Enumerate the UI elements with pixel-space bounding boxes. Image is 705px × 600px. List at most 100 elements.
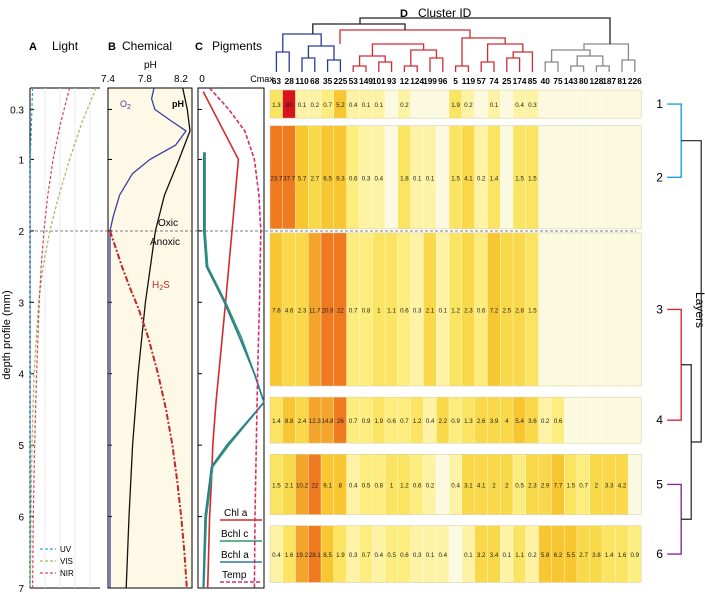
heatmap-cell <box>410 397 424 444</box>
heatmap-cell <box>474 525 488 583</box>
heatmap-value-label: 1.6 <box>618 552 627 559</box>
heatmap-cell <box>564 454 577 515</box>
heatmap-cell <box>398 125 411 229</box>
cluster-id-label: 75 <box>553 76 563 86</box>
vis-legend-label: VIS <box>60 557 73 566</box>
heatmap-cell <box>270 397 283 444</box>
heatmap-value-label: 0.2 <box>310 102 319 109</box>
cluster-id-label: 74 <box>489 76 499 86</box>
light-legend: UV VIS NIR <box>40 545 74 578</box>
o2-curve <box>109 87 187 588</box>
heatmap-cell <box>462 397 475 444</box>
dendrogram-link <box>576 55 604 66</box>
cluster-id-label: 110 <box>295 76 309 86</box>
heatmap-value-label: 2.5 <box>502 307 511 314</box>
h2s-curve-label: H2S <box>152 280 170 292</box>
heatmap-value-label: 0.7 <box>349 418 358 425</box>
ph-axis-label: pH <box>144 60 157 71</box>
pigment-curves <box>202 87 265 589</box>
heatmap-cell <box>500 397 513 444</box>
heatmap-cells: 1.3 80 0.1 0.2 0.7 5.2 0.4 0.1 0.1 0.2 1.9 0.2 0.1 0.… <box>269 89 642 583</box>
dendrogram-link <box>621 59 636 72</box>
heatmap-value-label: 0.4 <box>451 482 460 489</box>
heatmap-value-label: 22 <box>311 482 318 489</box>
dendrogram-link <box>595 65 610 72</box>
dendrogram-link <box>312 23 406 34</box>
heatmap-cell <box>449 232 462 386</box>
heatmap-cell <box>526 125 539 229</box>
heatmap-cell <box>359 90 372 119</box>
heatmap-value-label: 0.4 <box>272 552 281 559</box>
heatmap-value-label: 1.2 <box>400 482 409 489</box>
heatmap-cell <box>462 90 475 119</box>
dendrogram-link <box>352 65 367 72</box>
heatmap-value-label: 1.5 <box>528 307 537 314</box>
heatmap-cell <box>577 232 590 386</box>
heatmap-cell <box>410 90 424 119</box>
heatmap-cell <box>526 90 539 119</box>
heatmap-cell <box>346 525 360 583</box>
heatmap-cell <box>385 397 398 444</box>
heatmap-cell <box>602 397 616 444</box>
heatmap-cell <box>359 525 372 583</box>
heatmap-value-label: 28.1 <box>309 552 322 559</box>
heatmap-cell <box>513 525 526 583</box>
heatmap-cell <box>282 525 296 583</box>
chemical-panel-frame <box>107 87 193 589</box>
cluster-id-label: 81 <box>617 76 627 86</box>
heatmap-cell <box>513 454 526 515</box>
heatmap-value-label: 2.4 <box>298 418 307 425</box>
heatmap-cell <box>564 232 577 386</box>
heatmap-cell <box>436 525 449 583</box>
heatmap-cell <box>398 454 411 515</box>
panel-a-letter: A <box>29 41 37 53</box>
dendrogram-link <box>544 61 559 72</box>
ph-curve-label: pH <box>172 99 184 109</box>
cluster-dendrogram <box>275 17 636 72</box>
heatmap-cell <box>538 90 552 119</box>
heatmap-value-label: 3.2 <box>477 552 486 559</box>
heatmap-value-label: 4.2 <box>618 482 627 489</box>
heatmap-value-label: 0.4 <box>374 175 383 182</box>
heatmap-value-label: 0.4 <box>515 102 524 109</box>
heatmap-value-label: 0.1 <box>490 102 499 109</box>
heatmap-cell <box>346 90 360 119</box>
heatmap-value-label: 0.6 <box>387 418 396 425</box>
depth-axis-ticks: 0.3 1 2 3 4 5 6 7 <box>10 88 202 595</box>
cluster-id-label: 226 <box>628 76 642 86</box>
heatmap-cell <box>564 525 577 583</box>
dendrogram-link <box>378 61 393 72</box>
heatmap-cell <box>615 232 628 386</box>
nir-legend-label: NIR <box>60 569 74 578</box>
nir-light-curve <box>32 87 71 589</box>
heatmap-value-label: 0.7 <box>400 418 409 425</box>
heatmap-value-label: 7.2 <box>490 307 499 314</box>
heatmap-cell <box>385 232 398 386</box>
heatmap-cell <box>321 454 334 515</box>
heatmap-cell <box>590 397 603 444</box>
heatmap-value-label: 4 <box>505 418 509 425</box>
ph-tick-label-1: 7.4 <box>101 74 115 85</box>
heatmap-cell <box>602 525 616 583</box>
heatmap-value-label: 2.1 <box>285 482 294 489</box>
dendrogram-link <box>461 37 506 66</box>
panel-c-letter: C <box>195 41 203 53</box>
heatmap-cell <box>423 525 436 583</box>
layer-bracket-link <box>681 364 692 520</box>
heatmap-value-label: 0.7 <box>579 482 588 489</box>
heatmap-cell <box>577 454 590 515</box>
heatmap-cell <box>487 525 500 583</box>
heatmap-value-label: 37.7 <box>283 175 296 182</box>
layers-axis-label: Layers <box>693 292 705 328</box>
dendrogram-link <box>301 57 316 72</box>
heatmap-value-label: 1.2 <box>413 418 422 425</box>
heatmap-value-label: 0.9 <box>630 552 639 559</box>
heatmap-value-label: 19.2 <box>296 552 309 559</box>
heatmap-cell <box>449 397 462 444</box>
heatmap-value-label: 0.9 <box>451 418 460 425</box>
layer-row-frame <box>269 396 642 444</box>
heatmap-cell <box>564 90 577 119</box>
heatmap-cell <box>410 232 424 386</box>
heatmap-cell <box>551 125 564 229</box>
heatmap-cell <box>538 454 552 515</box>
